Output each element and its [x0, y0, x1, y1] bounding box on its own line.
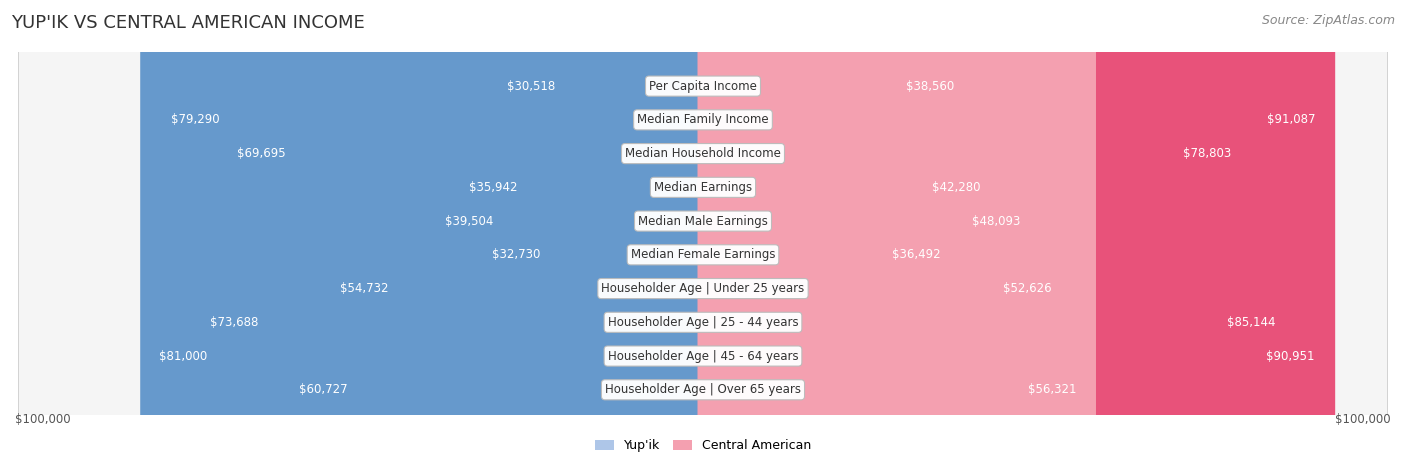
Text: Per Capita Income: Per Capita Income — [650, 79, 756, 92]
FancyBboxPatch shape — [141, 0, 709, 467]
Text: $85,144: $85,144 — [1226, 316, 1275, 329]
FancyBboxPatch shape — [697, 0, 1251, 467]
FancyBboxPatch shape — [472, 0, 709, 467]
Text: Householder Age | Over 65 years: Householder Age | Over 65 years — [605, 383, 801, 396]
Text: $100,000: $100,000 — [15, 413, 70, 426]
Text: Median Earnings: Median Earnings — [654, 181, 752, 194]
Text: $48,093: $48,093 — [972, 214, 1021, 227]
Text: $54,732: $54,732 — [340, 282, 388, 295]
Text: $36,492: $36,492 — [891, 248, 941, 262]
Text: $78,803: $78,803 — [1184, 147, 1232, 160]
FancyBboxPatch shape — [18, 0, 1388, 467]
Text: Householder Age | 45 - 64 years: Householder Age | 45 - 64 years — [607, 349, 799, 362]
Text: Median Female Earnings: Median Female Earnings — [631, 248, 775, 262]
FancyBboxPatch shape — [18, 0, 1388, 467]
FancyBboxPatch shape — [18, 0, 1388, 467]
FancyBboxPatch shape — [18, 0, 1388, 467]
FancyBboxPatch shape — [697, 0, 1097, 467]
Text: YUP'IK VS CENTRAL AMERICAN INCOME: YUP'IK VS CENTRAL AMERICAN INCOME — [11, 14, 366, 32]
FancyBboxPatch shape — [18, 0, 1388, 467]
Text: $81,000: $81,000 — [159, 349, 208, 362]
FancyBboxPatch shape — [697, 0, 1295, 467]
FancyBboxPatch shape — [280, 0, 709, 467]
FancyBboxPatch shape — [697, 0, 1000, 467]
Text: $69,695: $69,695 — [238, 147, 285, 160]
FancyBboxPatch shape — [218, 0, 709, 467]
Text: $35,942: $35,942 — [470, 181, 517, 194]
Text: $90,951: $90,951 — [1267, 349, 1315, 362]
Text: $30,518: $30,518 — [506, 79, 555, 92]
FancyBboxPatch shape — [191, 0, 709, 467]
Text: $100,000: $100,000 — [1336, 413, 1391, 426]
FancyBboxPatch shape — [488, 0, 709, 467]
Text: $73,688: $73,688 — [209, 316, 259, 329]
FancyBboxPatch shape — [697, 0, 974, 467]
FancyBboxPatch shape — [18, 0, 1388, 467]
Text: Median Household Income: Median Household Income — [626, 147, 780, 160]
Text: Householder Age | 25 - 44 years: Householder Age | 25 - 44 years — [607, 316, 799, 329]
FancyBboxPatch shape — [18, 0, 1388, 467]
Text: Median Male Earnings: Median Male Earnings — [638, 214, 768, 227]
Text: $79,290: $79,290 — [172, 113, 219, 127]
Text: $38,560: $38,560 — [907, 79, 955, 92]
Text: $60,727: $60,727 — [299, 383, 347, 396]
Text: $52,626: $52,626 — [1002, 282, 1052, 295]
Text: Source: ZipAtlas.com: Source: ZipAtlas.com — [1261, 14, 1395, 27]
Text: $91,087: $91,087 — [1267, 113, 1316, 127]
FancyBboxPatch shape — [450, 0, 709, 467]
Text: $39,504: $39,504 — [444, 214, 494, 227]
FancyBboxPatch shape — [697, 0, 1334, 467]
FancyBboxPatch shape — [697, 0, 1039, 467]
FancyBboxPatch shape — [697, 0, 1336, 467]
Text: $32,730: $32,730 — [492, 248, 540, 262]
FancyBboxPatch shape — [426, 0, 709, 467]
FancyBboxPatch shape — [152, 0, 709, 467]
Text: Median Family Income: Median Family Income — [637, 113, 769, 127]
FancyBboxPatch shape — [18, 0, 1388, 467]
Text: Householder Age | Under 25 years: Householder Age | Under 25 years — [602, 282, 804, 295]
FancyBboxPatch shape — [697, 0, 959, 467]
FancyBboxPatch shape — [697, 0, 1070, 467]
Text: $56,321: $56,321 — [1028, 383, 1077, 396]
Text: $42,280: $42,280 — [932, 181, 980, 194]
FancyBboxPatch shape — [18, 0, 1388, 467]
FancyBboxPatch shape — [321, 0, 709, 467]
Legend: Yup'ik, Central American: Yup'ik, Central American — [595, 439, 811, 453]
FancyBboxPatch shape — [18, 0, 1388, 467]
